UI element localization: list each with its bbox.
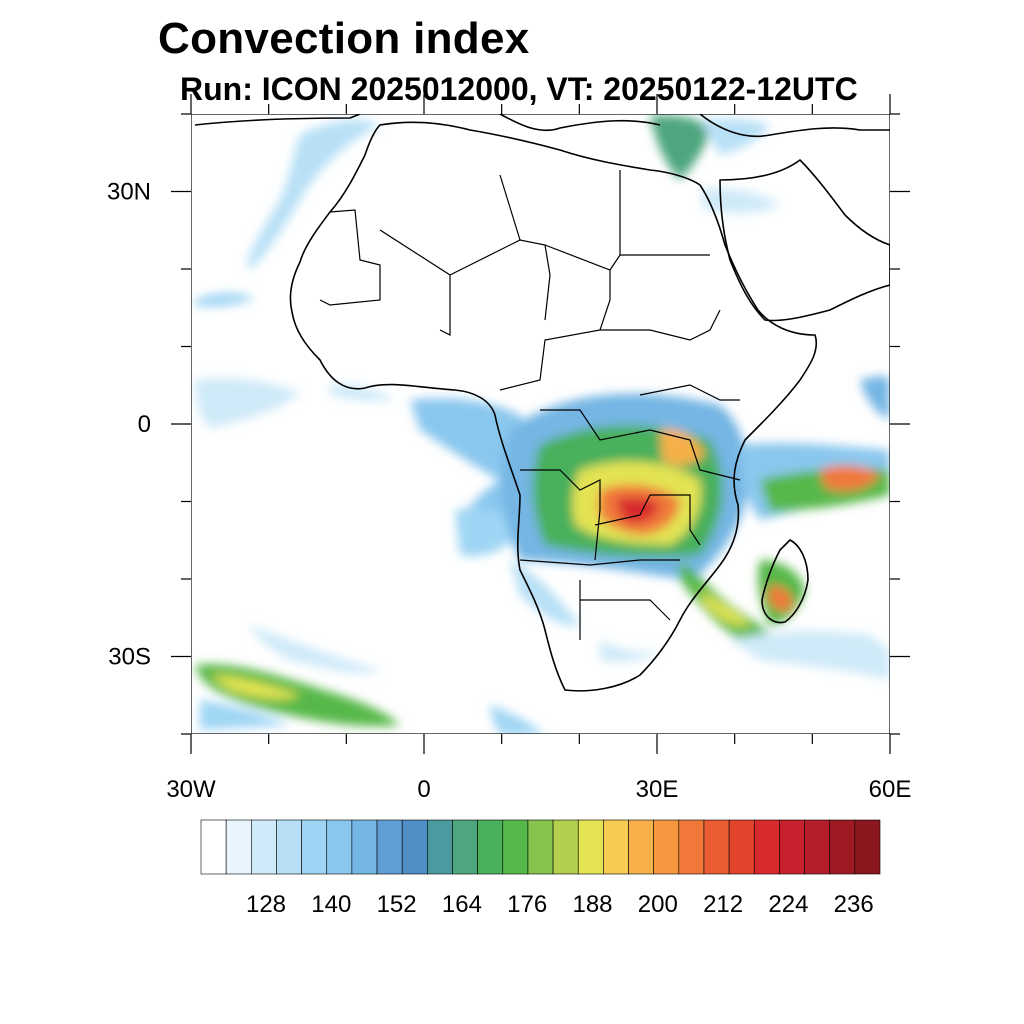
- colorbar-swatch: [854, 819, 881, 875]
- colorbar-swatch: [376, 819, 403, 875]
- colorbar-label: 200: [638, 891, 678, 918]
- colorbar-swatch: [753, 819, 780, 875]
- colorbar-swatch: [703, 819, 730, 875]
- y-tick-label: 0: [138, 411, 151, 438]
- colorbar-swatch: [276, 819, 302, 875]
- colorbar-label: 224: [768, 891, 808, 918]
- x-tick-label: 30W: [166, 776, 216, 803]
- convection-field: [195, 115, 890, 734]
- x-tick-label: 30E: [636, 776, 679, 803]
- chart-subtitle: Run: ICON 2025012000, VT: 20250122-12UTC: [180, 71, 858, 107]
- colorbar-swatch: [678, 819, 705, 875]
- tick-labels: 30W 0 30E 60E 30N 0 30S: [107, 179, 911, 804]
- colorbar-swatch: [477, 819, 504, 875]
- y-tick-label: 30N: [107, 179, 151, 206]
- colorbar-swatch: [301, 819, 328, 875]
- colorbar-swatch: [401, 819, 428, 875]
- colorbar-swatch: [552, 819, 579, 875]
- colorbar-label: 164: [442, 891, 482, 918]
- colorbar-label: 188: [572, 891, 612, 918]
- y-tick-label: 30S: [108, 644, 151, 671]
- colorbar-swatch: [502, 819, 529, 875]
- colorbar-swatch: [829, 819, 856, 875]
- colorbar-swatch: [653, 819, 680, 875]
- colorbar-swatch: [250, 819, 277, 875]
- x-tick-label: 60E: [869, 776, 912, 803]
- colorbar-label: 236: [834, 891, 874, 918]
- colorbar-swatch: [628, 819, 654, 875]
- x-tick-label: 0: [417, 776, 430, 803]
- colorbar-swatch: [326, 819, 353, 875]
- colorbar-swatch: [779, 819, 805, 875]
- colorbar-swatch: [351, 819, 378, 875]
- colorbar-swatch: [603, 819, 629, 875]
- chart-title: Convection index: [158, 14, 530, 63]
- colorbar-swatch: [577, 819, 604, 875]
- colorbar-label: 176: [507, 891, 547, 918]
- colorbar-swatch: [427, 819, 453, 875]
- colorbar-swatch: [225, 819, 252, 875]
- colorbar-label: 152: [377, 891, 417, 918]
- colorbar: 128 140 152 164 176 188 200 212 224 236: [200, 819, 881, 918]
- colorbar-label: 212: [703, 891, 743, 918]
- coastlines: [194, 114, 890, 692]
- map-area: [191, 114, 890, 734]
- colorbar-swatch: [200, 819, 227, 875]
- colorbar-label: 128: [246, 891, 286, 918]
- map-axes: [171, 94, 910, 754]
- country-borders: [319, 170, 741, 640]
- colorbar-swatch: [728, 819, 755, 875]
- colorbar-label: 140: [311, 891, 351, 918]
- colorbar-swatch: [452, 819, 478, 875]
- colorbar-swatch: [804, 819, 831, 875]
- colorbar-swatch: [527, 819, 554, 875]
